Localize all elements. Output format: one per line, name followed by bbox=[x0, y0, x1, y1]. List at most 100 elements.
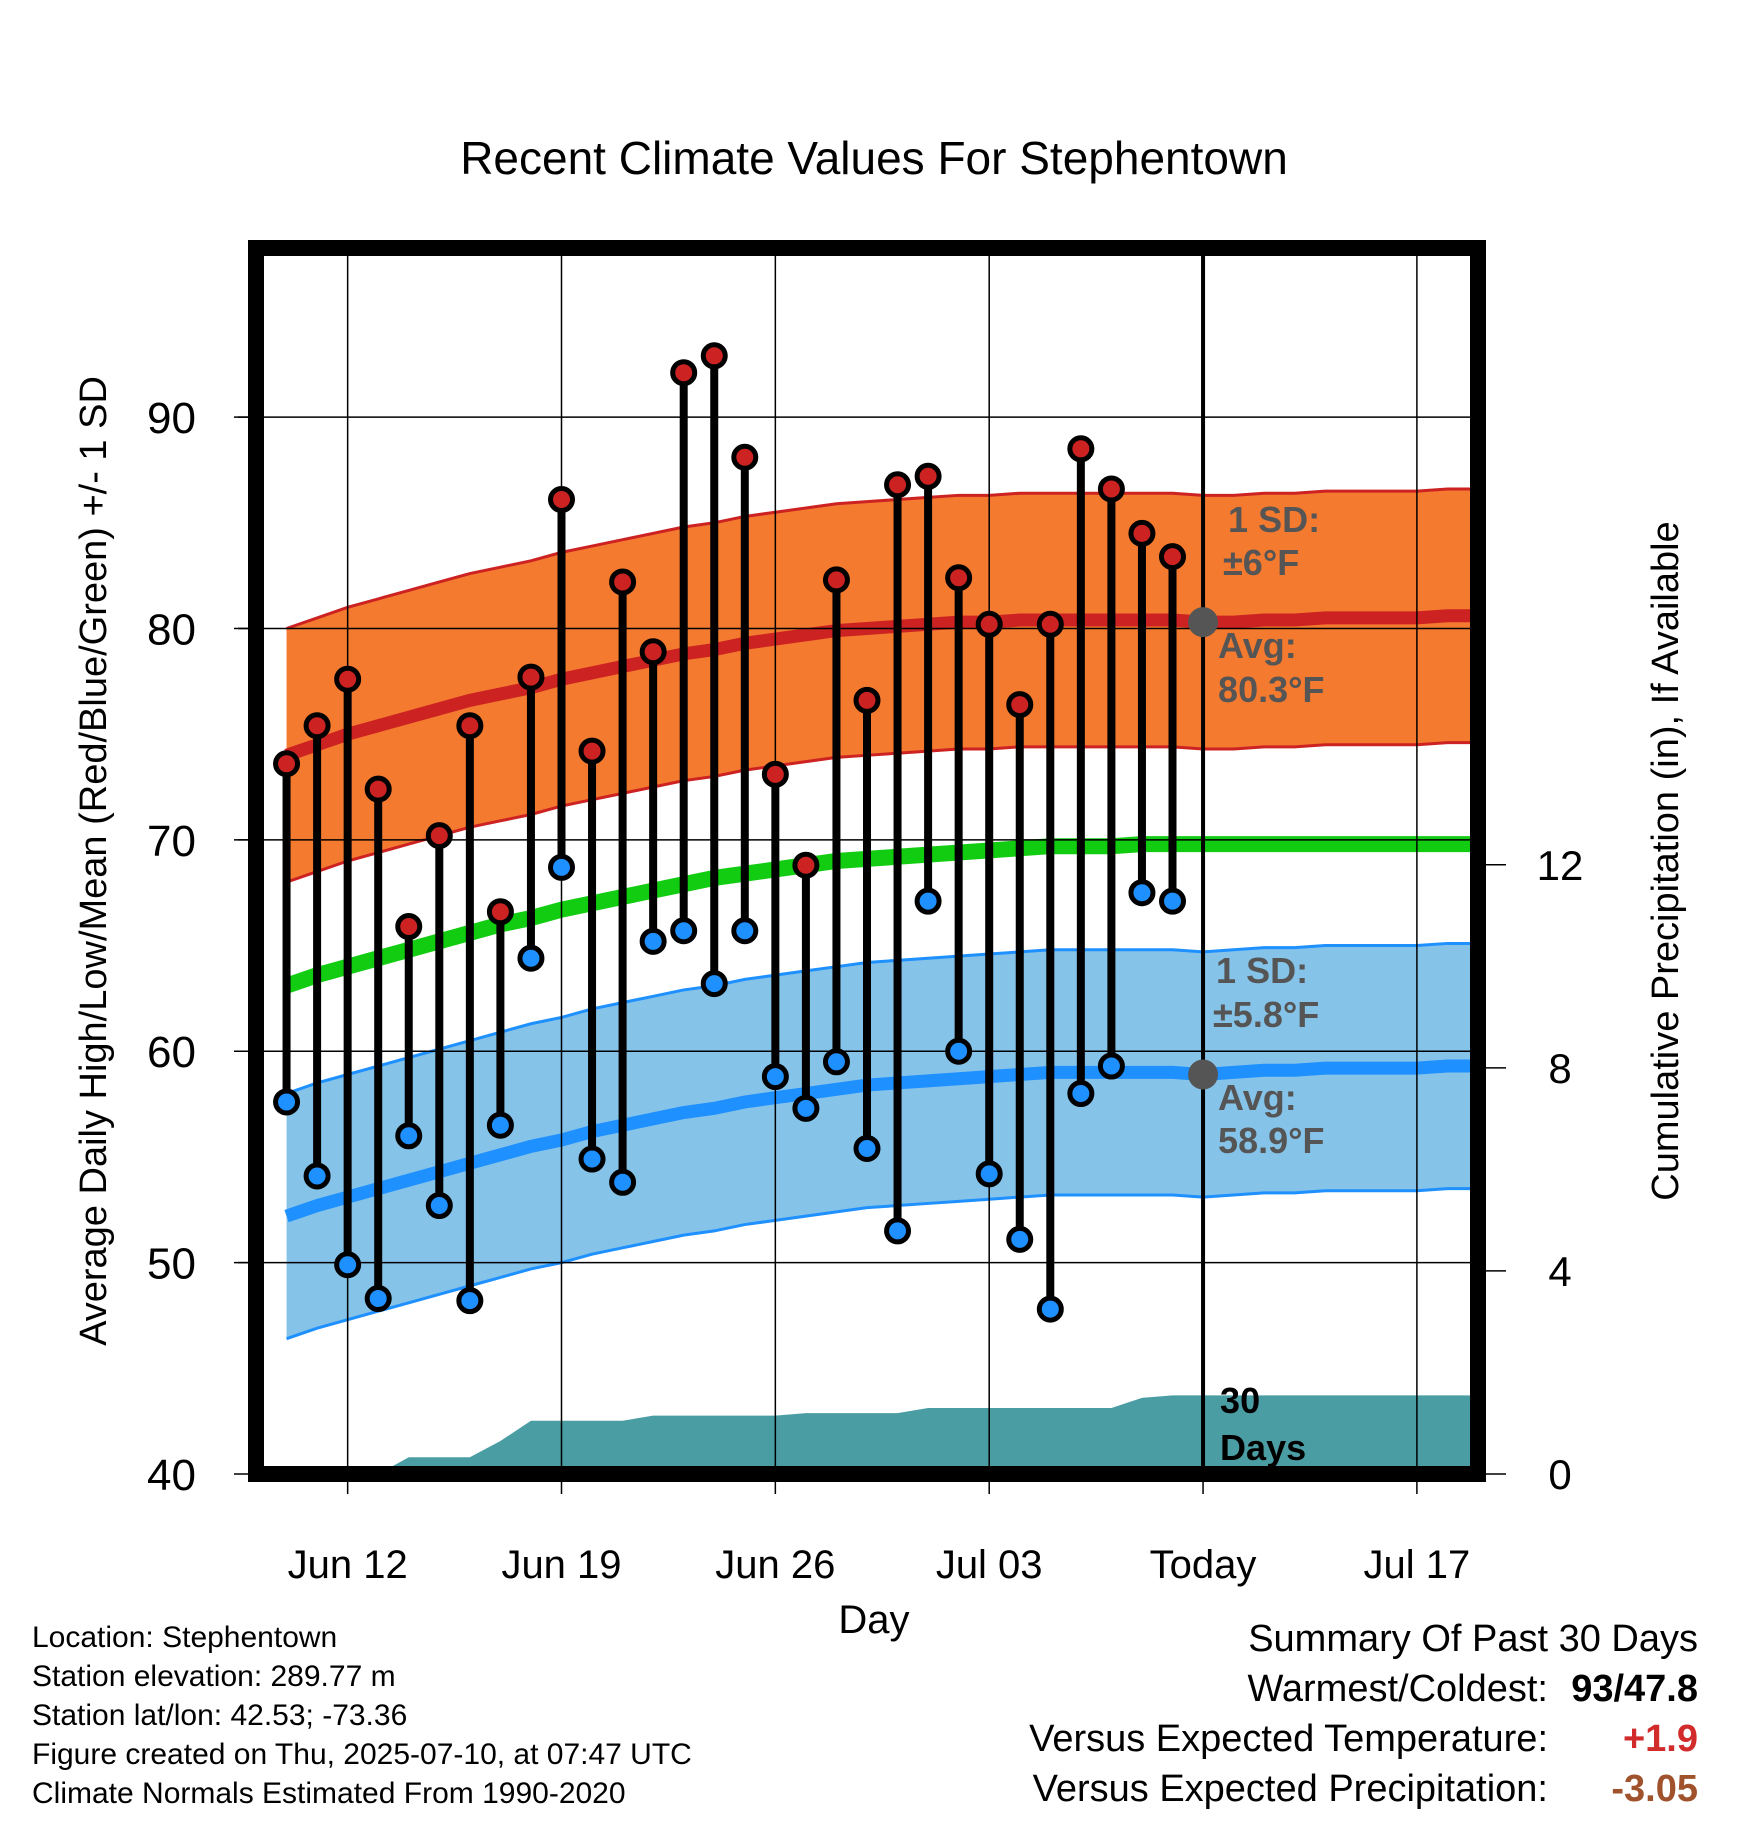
obs-high-point bbox=[945, 564, 973, 592]
obs-low-point bbox=[914, 887, 942, 915]
summary-precip-value: -3.05 bbox=[1611, 1768, 1698, 1810]
high-sd-band-upper-edge bbox=[286, 487, 1478, 630]
obs-high-point bbox=[670, 359, 698, 387]
obs-high-point bbox=[1128, 519, 1156, 547]
obs-low-point bbox=[670, 917, 698, 945]
obs-high-point bbox=[792, 851, 820, 879]
obs-low-point bbox=[1067, 1080, 1095, 1108]
obs-high-point bbox=[914, 462, 942, 490]
left-tick-label: 40 bbox=[147, 1451, 196, 1500]
summary-warmest-label: Warmest/Coldest: bbox=[1247, 1668, 1548, 1710]
high-sd-band-lower-edge bbox=[286, 741, 1478, 884]
x-tick-label: Jul 03 bbox=[936, 1543, 1043, 1587]
left-tick-label: 60 bbox=[147, 1028, 196, 1077]
low-sd-band-upper-edge bbox=[286, 941, 1478, 1095]
obs-low-point bbox=[639, 927, 667, 955]
obs-high-point bbox=[273, 750, 301, 778]
summary-panel: Summary Of Past 30 Days Warmest/Coldest:… bbox=[798, 1618, 1698, 1818]
obs-high-point bbox=[884, 471, 912, 499]
footer-elevation: Station elevation: 289.77 m bbox=[32, 1660, 396, 1693]
avg-low-line bbox=[284, 1059, 1478, 1223]
y-axis-title-right: Cumulative Precipitation (in), If Availa… bbox=[1645, 521, 1687, 1200]
footer-created: Figure created on Thu, 2025-07-10, at 07… bbox=[32, 1738, 692, 1771]
right-tick-label: 12 bbox=[1537, 842, 1584, 889]
obs-low-point bbox=[273, 1088, 301, 1116]
summary-precip-label: Versus Expected Precipitation: bbox=[1032, 1768, 1548, 1810]
obs-low-point bbox=[1128, 879, 1156, 907]
obs-low-point bbox=[853, 1134, 881, 1162]
left-tick-label: 90 bbox=[147, 394, 196, 443]
x-tick-label-today: Today bbox=[1150, 1543, 1257, 1587]
obs-low-point bbox=[822, 1048, 850, 1076]
low-sd-band-lower-edge bbox=[286, 1187, 1478, 1341]
low-sd-band bbox=[286, 943, 1478, 1339]
high-sd-label: 1 SD: bbox=[1228, 499, 1320, 540]
obs-low-point bbox=[731, 917, 759, 945]
left-tick-label: 70 bbox=[147, 817, 196, 866]
obs-low-point bbox=[761, 1063, 789, 1091]
obs-high-point bbox=[1067, 435, 1095, 463]
obs-low-point bbox=[1097, 1052, 1125, 1080]
station-info: Location: Stephentown Station elevation:… bbox=[32, 1618, 692, 1813]
obs-high-point bbox=[639, 638, 667, 666]
obs-high-point bbox=[1159, 543, 1186, 571]
high-sd-band bbox=[286, 488, 1478, 883]
obs-low-point bbox=[945, 1037, 973, 1065]
avg-high-value: 80.3°F bbox=[1218, 669, 1324, 710]
high-sd-value: ±6°F bbox=[1223, 542, 1299, 583]
summary-warmest-value: 93/47.8 bbox=[1571, 1668, 1698, 1710]
obs-high-point bbox=[425, 822, 453, 850]
x-tick-label: Jun 19 bbox=[501, 1543, 621, 1587]
obs-high-point bbox=[334, 665, 362, 693]
avg-high-label: Avg: bbox=[1218, 625, 1297, 666]
summary-temp-row: Versus Expected Temperature: +1.9 bbox=[798, 1718, 1698, 1768]
obs-low-point bbox=[609, 1168, 637, 1196]
y-axis-title-left: Average Daily High/Low/Mean (Red/Blue/Gr… bbox=[73, 376, 115, 1346]
obs-high-point bbox=[1006, 691, 1034, 719]
x-tick-label: Jun 26 bbox=[715, 1543, 835, 1587]
precip-days-label: Days bbox=[1220, 1427, 1306, 1468]
obs-high-point bbox=[548, 486, 575, 514]
footer-latlon: Station lat/lon: 42.53; -73.36 bbox=[32, 1699, 408, 1732]
obs-high-point bbox=[609, 568, 637, 596]
obs-low-point bbox=[303, 1162, 331, 1190]
avg-mean-line bbox=[283, 836, 1478, 994]
summary-heading: Summary Of Past 30 Days bbox=[1248, 1618, 1698, 1660]
right-tick-label: 0 bbox=[1548, 1451, 1571, 1498]
summary-temp-value: +1.9 bbox=[1622, 1718, 1698, 1760]
x-tick-label: Jul 17 bbox=[1364, 1543, 1471, 1587]
obs-high-point bbox=[975, 610, 1003, 638]
summary-warmest-row: Warmest/Coldest: 93/47.8 bbox=[798, 1668, 1698, 1718]
obs-high-point bbox=[395, 913, 423, 941]
obs-high-point bbox=[822, 566, 850, 594]
obs-low-point bbox=[1036, 1295, 1064, 1323]
obs-high-point bbox=[517, 663, 545, 691]
obs-low-point bbox=[486, 1111, 514, 1139]
obs-low-point bbox=[395, 1122, 423, 1150]
x-axis-title: Day bbox=[838, 1598, 909, 1642]
obs-high-point bbox=[303, 712, 331, 740]
obs-high-point bbox=[456, 712, 484, 740]
obs-high-point bbox=[486, 898, 514, 926]
obs-low-point bbox=[364, 1285, 392, 1313]
chart-title: Recent Climate Values For Stephentown bbox=[460, 132, 1288, 184]
obs-high-point bbox=[731, 443, 759, 471]
obs-low-point bbox=[334, 1251, 362, 1279]
obs-low-point bbox=[975, 1160, 1003, 1188]
today-avg-low-marker bbox=[1188, 1059, 1219, 1090]
low-sd-value: ±5.8°F bbox=[1213, 994, 1319, 1035]
left-tick-label: 80 bbox=[147, 605, 196, 654]
obs-high-point bbox=[578, 737, 606, 765]
avg-high-line bbox=[284, 609, 1478, 762]
summary-temp-label: Versus Expected Temperature: bbox=[1029, 1718, 1548, 1760]
obs-high-point bbox=[1036, 610, 1064, 638]
obs-low-point bbox=[700, 970, 728, 998]
obs-high-point bbox=[700, 342, 728, 370]
summary-precip-row: Versus Expected Precipitation: -3.05 bbox=[798, 1768, 1698, 1818]
obs-low-point bbox=[548, 853, 575, 881]
obs-low-point bbox=[425, 1192, 453, 1220]
low-sd-label: 1 SD: bbox=[1216, 950, 1308, 991]
obs-low-point bbox=[578, 1145, 606, 1173]
